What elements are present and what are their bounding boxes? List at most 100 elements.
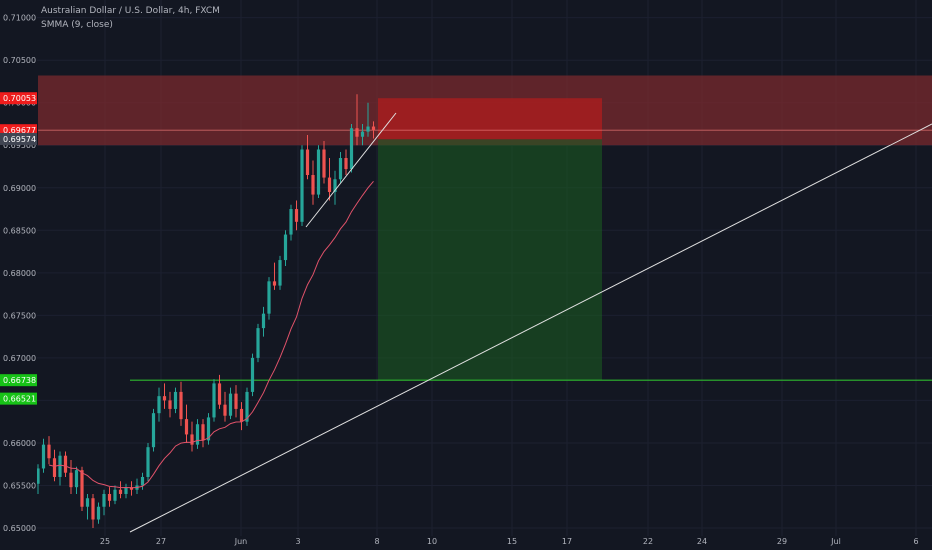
candle-body [294, 209, 299, 222]
candle-body [300, 149, 304, 222]
candle-body [63, 455, 68, 473]
price-tick-label: 0.66000 [3, 439, 36, 448]
time-axis-bg [0, 536, 932, 550]
candle-body [349, 128, 354, 170]
candle-body [118, 489, 123, 494]
candle-body [228, 393, 233, 416]
candle-body [85, 498, 90, 507]
candle-body [146, 447, 150, 477]
candle-body [234, 393, 238, 409]
candle-body [201, 424, 205, 441]
candle-body [322, 149, 326, 178]
price-tag-label: 0.66521 [3, 395, 36, 404]
indicator-label[interactable]: SMMA (9, close) [41, 20, 113, 30]
chart-zones [38, 75, 932, 381]
time-tick-label: Jul [830, 537, 841, 546]
candle-body [190, 434, 194, 445]
candle-body [195, 424, 200, 445]
price-tick-label: 0.65500 [3, 481, 36, 490]
price-tick-label: 0.69500 [3, 141, 36, 150]
candle-body [327, 177, 332, 193]
time-tick-label: 17 [562, 537, 572, 546]
time-tick-label: 25 [100, 537, 110, 546]
time-tick-label: 8 [374, 537, 379, 546]
time-tick-label: Jun [234, 537, 248, 546]
candle-body [316, 149, 321, 195]
candle-body [184, 419, 189, 435]
candle-body [223, 404, 227, 416]
price-tag-label: 0.69574 [3, 135, 36, 144]
price-tag [0, 132, 37, 145]
candle-body [355, 128, 359, 137]
price-tick-label: 0.70500 [3, 56, 36, 65]
candle-body [168, 400, 172, 409]
smma-polyline [48, 180, 374, 489]
candle-body [140, 476, 145, 486]
candle-body [272, 281, 277, 286]
time-tick-label: 27 [156, 537, 166, 546]
candle-body [283, 234, 288, 261]
candle-body [256, 328, 260, 358]
price-tag-label: 0.69677 [3, 126, 36, 135]
candle-body [212, 383, 216, 418]
price-tag-label: 0.70053 [3, 94, 36, 103]
candle-body [179, 391, 183, 420]
stop-loss-zone [378, 98, 602, 140]
candle-body [151, 413, 156, 448]
candle-body [206, 417, 211, 441]
candle-body [305, 149, 310, 176]
candle-body [74, 470, 79, 488]
time-tick-label: 10 [427, 537, 437, 546]
candle-body [245, 391, 249, 422]
take-profit-zone [378, 139, 602, 381]
time-tick-label: 22 [643, 537, 653, 546]
candle-body [41, 444, 46, 469]
smma-line [48, 180, 374, 489]
candle-body [107, 493, 112, 501]
price-tick-label: 0.69000 [3, 184, 36, 193]
chart-grid [0, 0, 932, 538]
candle-body [36, 468, 40, 484]
candle-body [366, 126, 370, 132]
price-tag [0, 374, 37, 387]
price-tag [0, 92, 37, 105]
candle-body [52, 458, 57, 477]
candle-body [96, 506, 101, 520]
price-tick-label: 0.71000 [3, 14, 36, 23]
price-tick-label: 0.67000 [3, 354, 36, 363]
price-tag [0, 392, 37, 405]
candle-body [360, 131, 365, 137]
candle-body [217, 383, 222, 405]
candle-body [278, 260, 282, 286]
candlesticks [36, 94, 376, 528]
time-axis[interactable]: 25 27 Jun 3 8 10 15 17 22 24 29 Jul 6 [0, 536, 932, 550]
price-axis-bg [0, 0, 37, 538]
long-trendline [129, 123, 932, 533]
trendlines [129, 112, 932, 533]
candle-body [113, 489, 117, 501]
candle-body [47, 444, 51, 459]
price-tag-label: 0.66738 [3, 376, 36, 385]
price-tick-label: 0.68500 [3, 226, 36, 235]
candle-body [311, 175, 315, 195]
chart-legend: Australian Dollar / U.S. Dollar, 4h, FXC… [41, 4, 220, 32]
candle-body [173, 391, 178, 409]
candle-body [289, 209, 293, 235]
wedge-trendline [305, 112, 397, 228]
candle-body [261, 313, 266, 329]
price-axis[interactable]: 0.710000.705000.700000.695000.690000.685… [0, 0, 37, 538]
candle-body [250, 357, 255, 392]
symbol-title[interactable]: Australian Dollar / U.S. Dollar, 4h, FXC… [41, 6, 220, 16]
candle-body [344, 158, 348, 170]
candle-body [239, 408, 244, 422]
candle-body [58, 455, 62, 477]
time-tick-label: 3 [295, 537, 300, 546]
candle-body [371, 126, 376, 130]
candle-body [91, 498, 95, 520]
time-tick-label: 24 [697, 537, 707, 546]
price-tick-label: 0.68000 [3, 269, 36, 278]
time-tick-label: 29 [777, 537, 787, 546]
candle-body [333, 179, 337, 193]
time-tick-label: 6 [913, 537, 918, 546]
